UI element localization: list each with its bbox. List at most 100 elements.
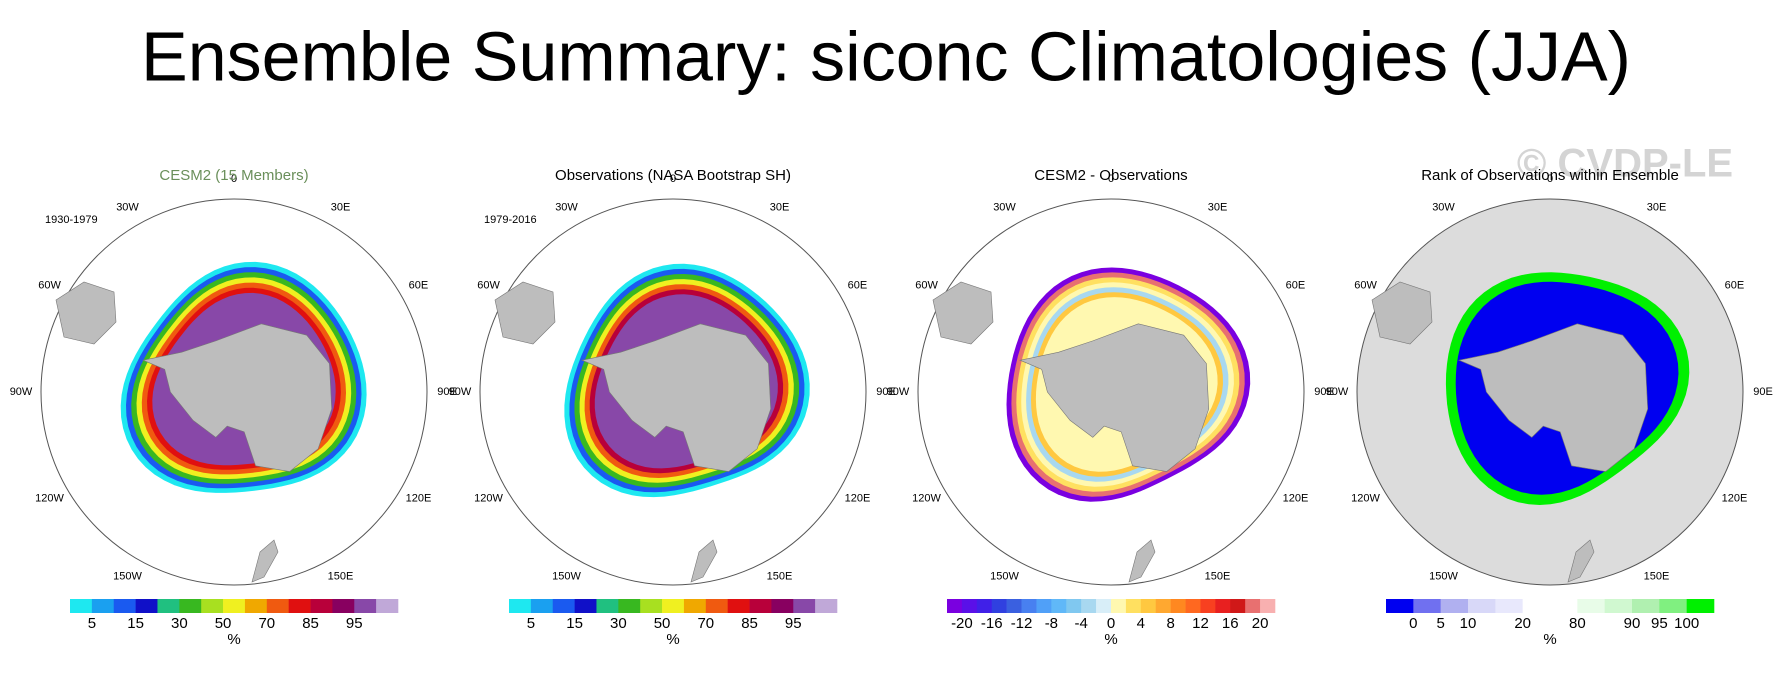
- colorbar-box: [1659, 599, 1687, 613]
- colorbar-box: [376, 599, 399, 613]
- colorbar-box: [354, 599, 377, 613]
- colorbar-box: [1632, 599, 1660, 613]
- longitude-label: 30E: [331, 201, 351, 213]
- panel-title: CESM2 (15 Members): [159, 167, 308, 184]
- colorbar-box: [1386, 599, 1414, 613]
- colorbar-unit: %: [1104, 631, 1117, 648]
- colorbar-box: [1413, 599, 1441, 613]
- longitude-label: 90E: [437, 386, 457, 398]
- colorbar-label: 95: [346, 615, 363, 632]
- colorbar-box: [135, 599, 158, 613]
- colorbar-label: 70: [258, 615, 275, 632]
- colorbar-box: [157, 599, 180, 613]
- longitude-label: 90W: [449, 386, 472, 398]
- longitude-label: 120W: [35, 492, 64, 504]
- longitude-label: 0: [231, 173, 237, 185]
- new-zealand: [251, 539, 279, 583]
- colorbar-box: [947, 599, 963, 613]
- longitude-label: 30W: [555, 201, 578, 213]
- colorbar-label: 50: [654, 615, 671, 632]
- colorbar-label: -12: [1011, 615, 1033, 632]
- colorbar-box: [1577, 599, 1605, 613]
- colorbar-label: 5: [88, 615, 96, 632]
- longitude-label: 30W: [993, 201, 1016, 213]
- colorbar-box: [91, 599, 115, 613]
- colorbar-unit: %: [1543, 631, 1556, 648]
- longitude-label: 30W: [1432, 201, 1455, 213]
- colorbar-label: 15: [127, 615, 144, 632]
- longitude-label: 30E: [1647, 201, 1667, 213]
- new-zealand: [1128, 539, 1156, 583]
- colorbar-unit: %: [666, 631, 679, 648]
- colorbar-box: [552, 599, 575, 613]
- colorbar-box: [223, 599, 246, 613]
- longitude-label: 120W: [474, 492, 503, 504]
- longitude-label: 0: [670, 173, 676, 185]
- longitude-label: 120E: [406, 492, 432, 504]
- colorbar-box: [332, 599, 355, 613]
- longitude-label: 120W: [912, 492, 941, 504]
- colorbar-label: 16: [1222, 615, 1239, 632]
- longitude-label: 30E: [770, 201, 790, 213]
- longitude-label: 60E: [1286, 279, 1306, 291]
- antarctica: [581, 323, 772, 472]
- longitude-label: 90W: [887, 386, 910, 398]
- colorbar-box: [244, 599, 268, 613]
- colorbar-label: 8: [1166, 615, 1174, 632]
- colorbar-label: 10: [1460, 615, 1477, 632]
- colorbar-unit: %: [227, 631, 240, 648]
- colorbar-box: [1006, 599, 1022, 613]
- colorbar-label: -20: [951, 615, 973, 632]
- colorbar-label: 4: [1137, 615, 1145, 632]
- colorbar-label: 95: [785, 615, 802, 632]
- colorbar-box: [1036, 599, 1052, 613]
- colorbar-box: [640, 599, 663, 613]
- colorbar-box: [509, 599, 532, 613]
- colorbar-box: [201, 599, 224, 613]
- watermark: © CVDP-LE: [1517, 142, 1733, 186]
- longitude-label: 30E: [1208, 201, 1228, 213]
- antarctica: [1019, 323, 1210, 472]
- colorbar-box: [179, 599, 202, 613]
- longitude-label: 150W: [113, 570, 142, 582]
- longitude-label: 60W: [38, 279, 61, 291]
- colorbar-box: [1440, 599, 1469, 613]
- longitude-label: 0: [1108, 173, 1114, 185]
- colorbar-box: [574, 599, 597, 613]
- longitude-label: 120E: [845, 492, 871, 504]
- map-panel: [917, 198, 1305, 586]
- colorbar-box: [815, 599, 838, 613]
- south-america: [932, 281, 994, 345]
- longitude-label: 60W: [915, 279, 938, 291]
- map-panel: [40, 198, 428, 586]
- colorbar-label: -4: [1075, 615, 1088, 632]
- colorbar-label: 20: [1252, 615, 1269, 632]
- colorbar-label: 0: [1409, 615, 1417, 632]
- colorbar-label: 12: [1192, 615, 1209, 632]
- figure-title: Ensemble Summary: siconc Climatologies (…: [141, 17, 1631, 95]
- map-panel: [1356, 198, 1744, 586]
- colorbar-box: [1155, 599, 1171, 613]
- colorbar-label: -16: [981, 615, 1003, 632]
- colorbar-label: -8: [1045, 615, 1058, 632]
- colorbar-box: [991, 599, 1007, 613]
- colorbar-box: [793, 599, 816, 613]
- colorbar-box: [683, 599, 707, 613]
- colorbar-box: [705, 599, 728, 613]
- colorbar-label: 70: [697, 615, 714, 632]
- colorbar-box: [113, 599, 136, 613]
- colorbar-label: 0: [1107, 615, 1115, 632]
- colorbar-box: [1245, 599, 1261, 613]
- longitude-label: 60E: [1725, 279, 1745, 291]
- longitude-label: 90E: [1753, 386, 1773, 398]
- longitude-label: 90E: [876, 386, 896, 398]
- period-label: 1930-1979: [45, 214, 98, 226]
- colorbar-box: [1185, 599, 1201, 613]
- antarctica: [1458, 323, 1649, 472]
- colorbar-label: 80: [1569, 615, 1586, 632]
- colorbar-label: 5: [1436, 615, 1444, 632]
- colorbar-box: [749, 599, 772, 613]
- colorbar-label: 30: [610, 615, 627, 632]
- south-america: [1371, 281, 1433, 345]
